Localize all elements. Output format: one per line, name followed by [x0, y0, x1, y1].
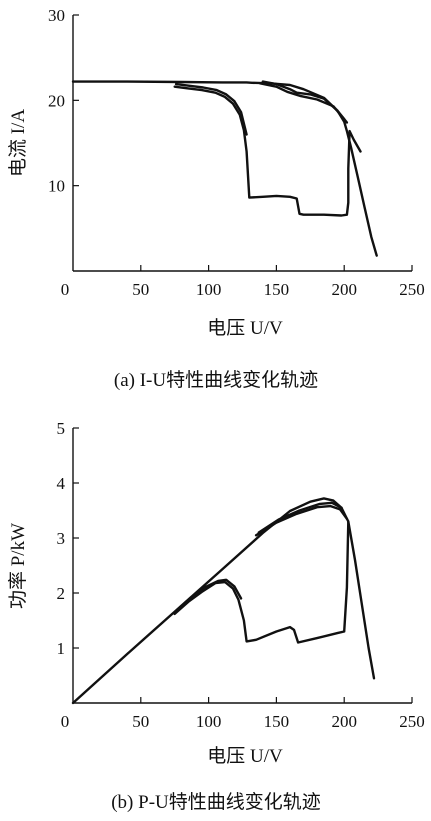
x-tick-label: 150: [264, 280, 290, 299]
x-tick-label: 200: [331, 280, 357, 299]
y-axis-label: 功率 P/kW: [7, 523, 29, 609]
curve-trace-4: [254, 504, 349, 537]
x-tick-label: 250: [399, 712, 425, 731]
curve-trace-2: [173, 520, 350, 644]
curve-trace-4: [261, 80, 349, 124]
x-tick-label: 100: [196, 712, 222, 731]
curve-trace-3: [176, 578, 243, 611]
y-tick-label: 4: [57, 474, 66, 493]
curve-trace-5: [257, 501, 343, 534]
y-tick-label: 30: [48, 6, 65, 25]
curve-trace-1: [71, 497, 376, 705]
x-tick-label: 200: [331, 712, 357, 731]
y-tick-label: 5: [57, 419, 66, 438]
x-axis-label: 电压 U/V: [207, 745, 283, 767]
x-tick-label: 100: [196, 280, 222, 299]
x-tick-label: 150: [264, 712, 290, 731]
curve-trace-3: [174, 82, 248, 136]
x-tick-label: 0: [61, 712, 70, 731]
x-tick-label: 50: [132, 712, 149, 731]
chart-caption: (b) P-U特性曲线变化轨迹: [111, 791, 321, 813]
x-tick-label: 250: [399, 280, 425, 299]
x-axis-label: 电压 U/V: [207, 317, 283, 339]
x-tick-label: 0: [61, 280, 70, 299]
y-tick-label: 10: [48, 177, 65, 196]
panel-iu-chart: 0 50 100 150 200 250 10 20 30 电流 I/A 电压 U/V (a) …: [7, 6, 425, 391]
curve-trace-5: [258, 82, 346, 121]
y-tick-label: 20: [48, 91, 65, 110]
y-tick-label: 2: [57, 584, 66, 603]
y-tick-label: 1: [57, 639, 66, 658]
curve-trace-2: [173, 85, 362, 217]
chart-caption: (a) I-U特性曲线变化轨迹: [114, 369, 318, 391]
panel-pu-chart: 0 50 100 150 200 250 1 2 3 4 5 功率 P/kW 电压 U/V (b) …: [7, 419, 425, 813]
x-tick-label: 50: [132, 280, 149, 299]
y-tick-label: 3: [57, 529, 66, 548]
y-axis-label: 电流 I/A: [7, 109, 29, 177]
curve-trace-1: [71, 80, 378, 257]
